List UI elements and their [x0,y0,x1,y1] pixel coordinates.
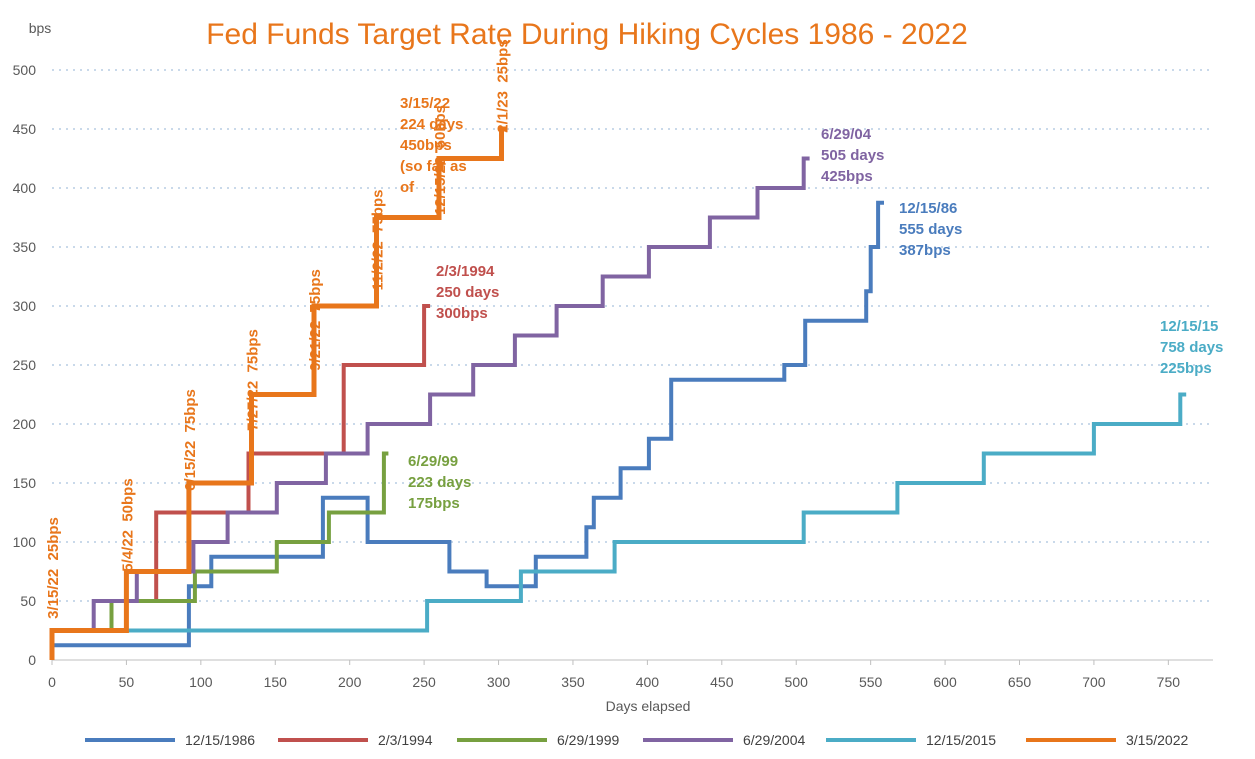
annotation-line: 450bps [400,137,452,154]
hike-labels: 3/15/22 25bps 5/4/22 50bps 6/15/22 75bps 7/… [45,39,512,619]
hike-label: 7/27/22 75bps [244,329,261,431]
annotation-line: 3/15/22 [400,95,450,112]
axes: 0 50 100 150 200 250 300 350 400 450 500 0 50 100 150 2… [13,62,1213,690]
annotation-line: 6/29/99 [408,453,458,470]
hike-label: 9/21/22 75bps [307,269,324,371]
x-tick-label: 200 [338,674,362,690]
y-axis-label: bps [29,20,52,36]
legend-label: 12/15/2015 [926,732,996,748]
series-line-5 [49,126,508,660]
x-tick-label: 300 [487,674,511,690]
x-tick-label: 150 [264,674,288,690]
x-tick-label: 350 [561,674,585,690]
x-tick-label: 750 [1157,674,1181,690]
annotation-line: 12/15/86 [899,200,957,217]
annotation-line: 175bps [408,495,460,512]
x-tick-label: 400 [636,674,660,690]
series-line-4 [52,392,1187,633]
y-tick-label: 400 [13,180,37,196]
hike-label: 2/1/23 25bps [495,39,512,132]
series-line-2 [52,451,389,633]
x-tick-label: 0 [48,674,56,690]
x-tick-label: 50 [119,674,135,690]
annotation-line: of [400,179,415,196]
annotation-line: 505 days [821,147,884,164]
annotation-line: 225bps [1160,360,1212,377]
hike-label: 12/15/22 50bps [432,105,449,215]
y-tick-label: 350 [13,239,37,255]
annotation-line: 224 days [400,116,463,133]
annotation-line: 12/15/15 [1160,318,1218,335]
x-tick-label: 600 [933,674,957,690]
legend-label: 2/3/1994 [378,732,433,748]
series-line-1 [52,304,431,633]
annotation-line: 2/3/1994 [436,263,495,280]
x-tick-label: 100 [189,674,213,690]
legend: 12/15/1986 2/3/1994 6/29/1999 6/29/2004 12/1… [85,732,1188,748]
annotation-line: 223 days [408,474,471,491]
annotation-line: 300bps [436,305,488,322]
annotation-line: 387bps [899,242,951,259]
legend-label: 3/15/2022 [1126,732,1188,748]
series-line-3 [52,156,810,633]
hike-label: 6/15/22 75bps [182,389,199,491]
x-tick-label: 250 [412,674,436,690]
annotation-line: 425bps [821,168,873,185]
series-annotations: 3/15/22 224 days 450bps (so far as of 2/3/199… [400,95,1223,512]
y-tick-label: 500 [13,62,37,78]
y-tick-label: 100 [13,534,37,550]
legend-label: 12/15/1986 [185,732,255,748]
y-tick-label: 50 [20,593,36,609]
chart-title: Fed Funds Target Rate During Hiking Cycl… [206,18,968,51]
y-tick-label: 0 [28,652,36,668]
annotation-line: (so far as [400,158,467,175]
x-tick-label: 650 [1008,674,1032,690]
hike-label: 3/15/22 25bps [45,517,62,619]
x-tick-label: 500 [785,674,809,690]
y-tick-label: 150 [13,475,37,491]
x-tick-label: 700 [1082,674,1106,690]
y-tick-label: 250 [13,357,37,373]
x-tick-label: 450 [710,674,734,690]
hike-label: 11/2/22 75bps [369,190,386,291]
legend-label: 6/29/2004 [743,732,805,748]
y-tick-label: 200 [13,416,37,432]
hike-label: 5/4/22 50bps [119,478,136,571]
legend-label: 6/29/1999 [557,732,619,748]
annotation-line: 758 days [1160,339,1223,356]
y-tick-label: 450 [13,121,37,137]
x-tick-label: 550 [859,674,883,690]
annotation-line: 250 days [436,284,499,301]
annotation-line: 6/29/04 [821,126,872,143]
x-axis-label: Days elapsed [606,698,691,714]
series-lines [49,126,1187,660]
gridlines [52,69,1213,602]
y-tick-label: 300 [13,298,37,314]
annotation-line: 555 days [899,221,962,238]
series-line-0 [52,200,884,648]
